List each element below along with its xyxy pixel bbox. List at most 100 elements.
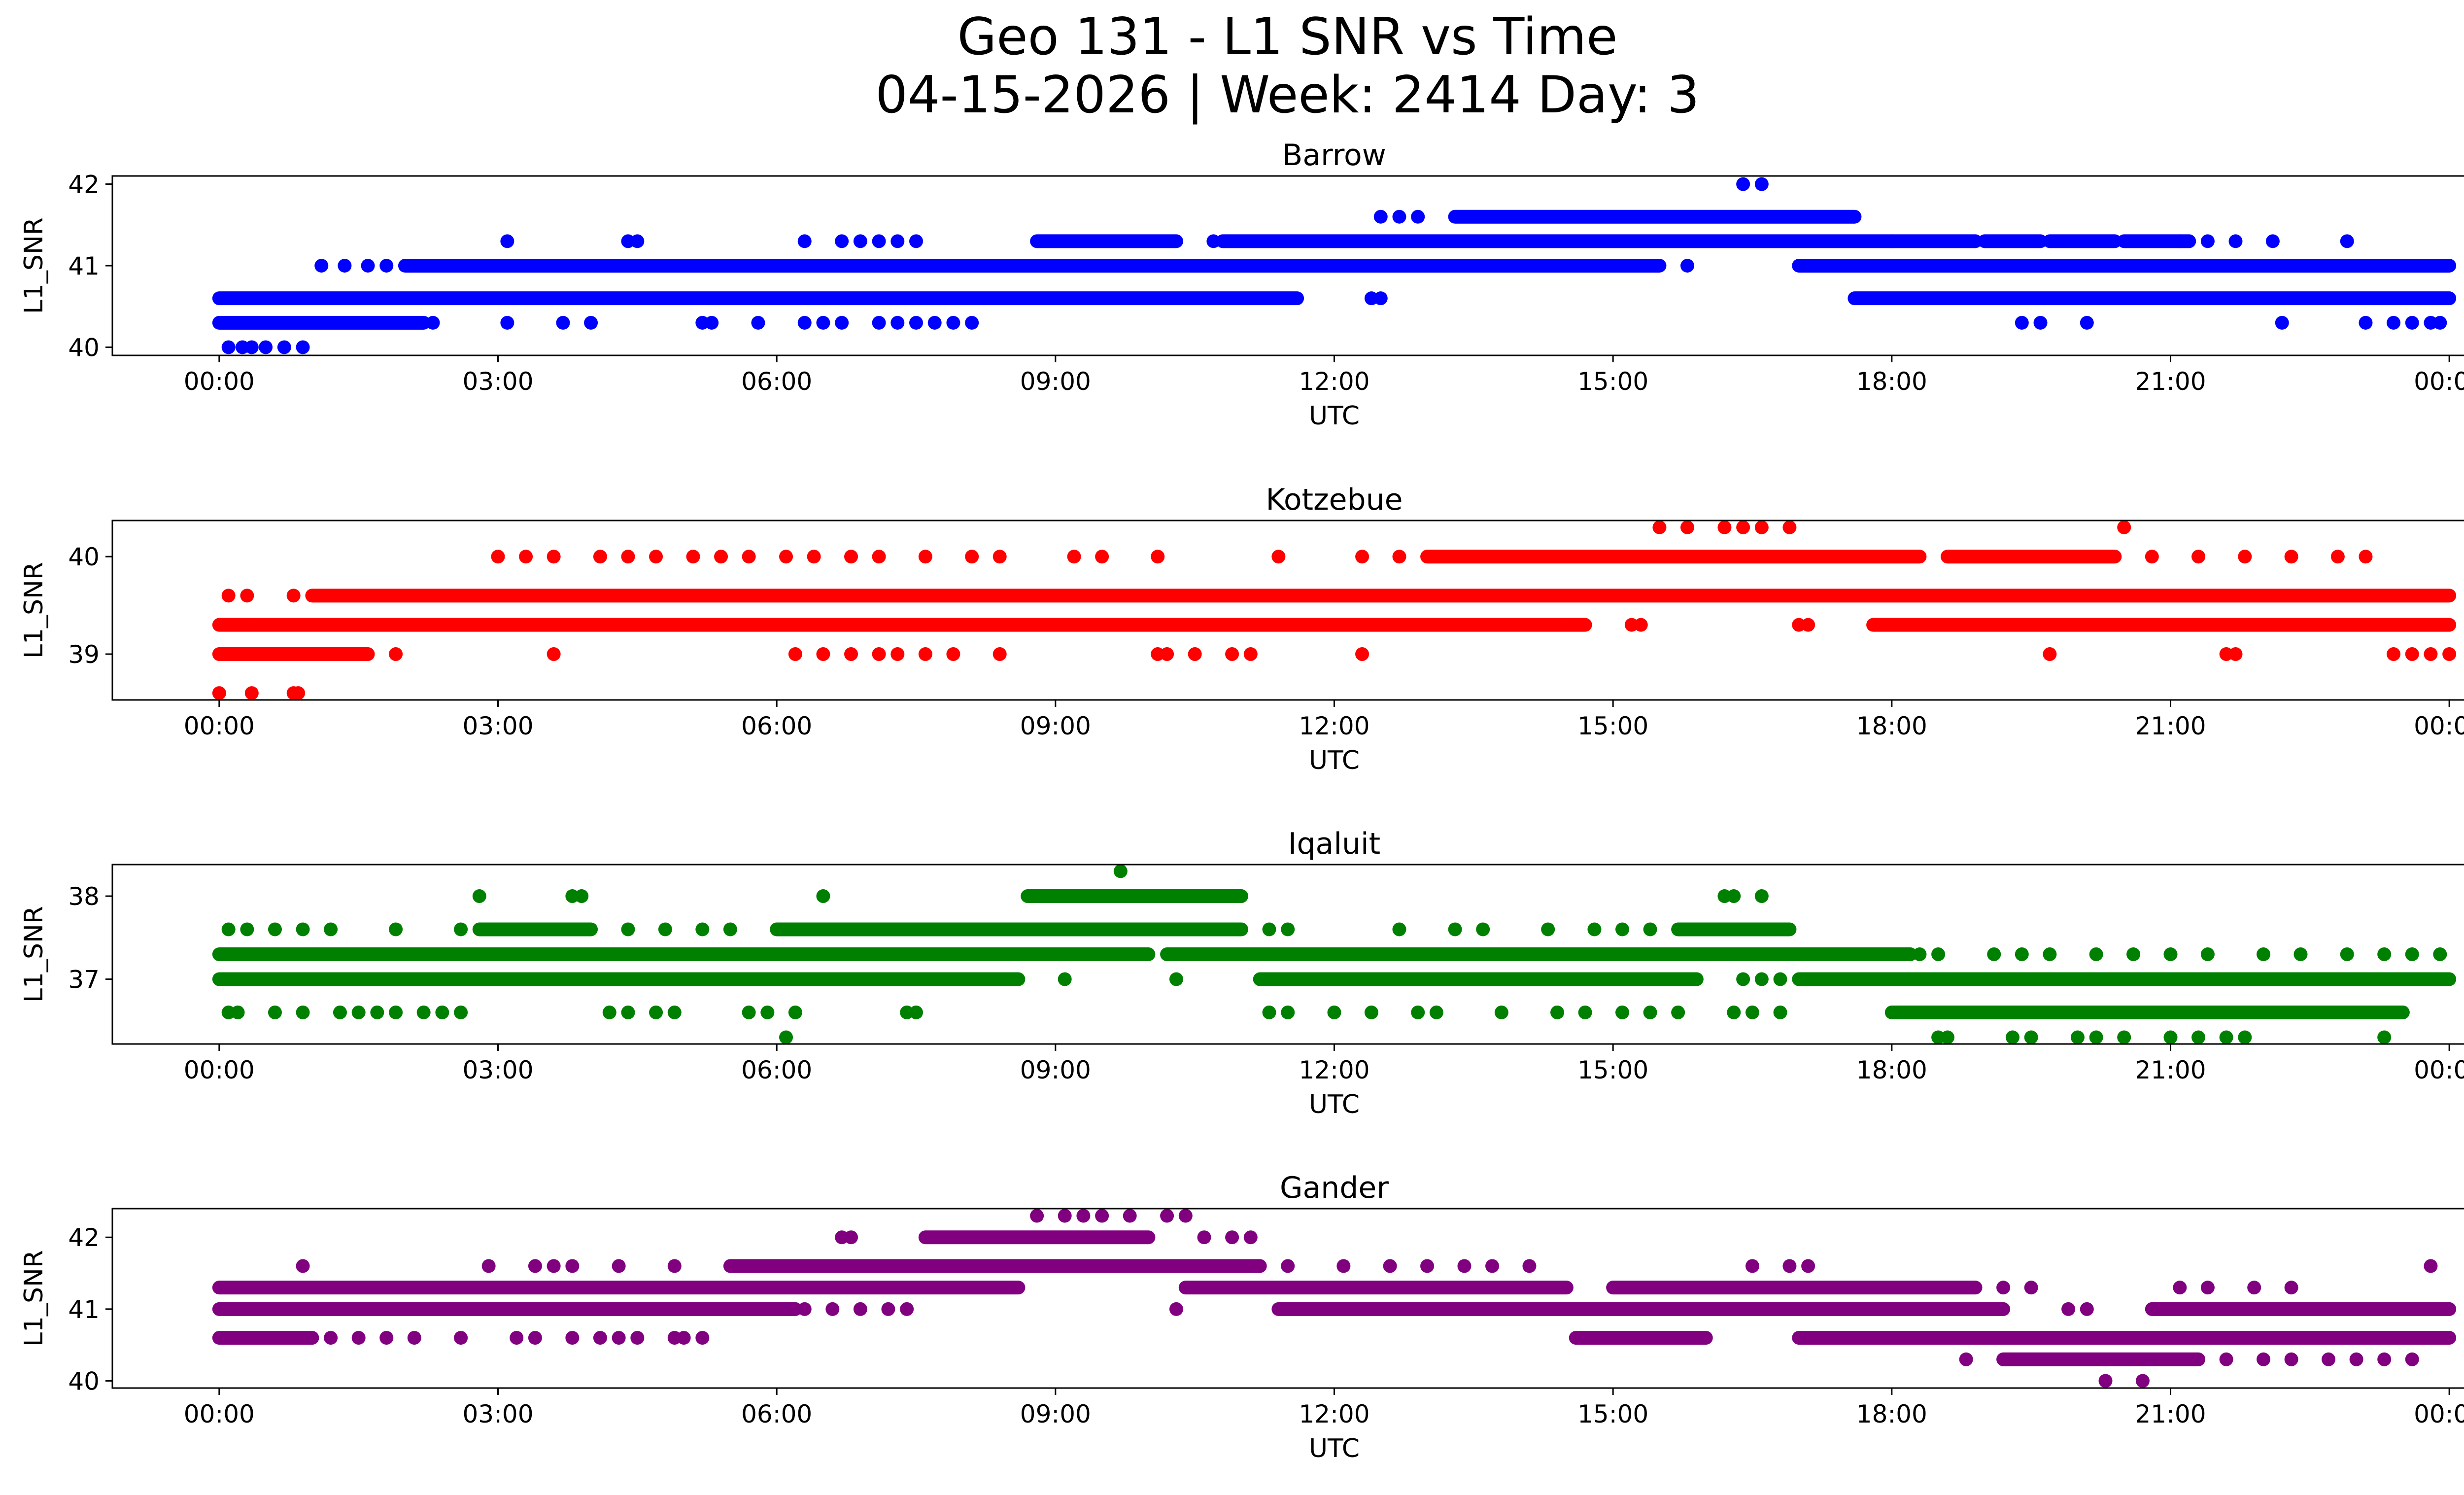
data-point-gander-11 — [630, 1331, 645, 1345]
data-point-iqaluit-17 — [788, 1005, 802, 1019]
data-band-gander-3-0 — [212, 1281, 1026, 1295]
data-point-kotzebue-22 — [1355, 647, 1369, 661]
data-point-iqaluit-95 — [2433, 947, 2447, 961]
data-point-kotzebue-59 — [1736, 520, 1750, 534]
x-tick-label-kotzebue-3: 09:00 — [1020, 712, 1091, 740]
data-point-iqaluit-3 — [296, 1005, 310, 1019]
data-point-iqaluit-90 — [2257, 947, 2271, 961]
data-point-kotzebue-33 — [593, 550, 607, 564]
data-point-kotzebue-27 — [2405, 647, 2419, 661]
data-point-kotzebue-53 — [1634, 618, 1648, 632]
data-band-gander-8-0 — [212, 1331, 319, 1345]
data-point-barrow-20 — [872, 315, 886, 330]
data-point-iqaluit-70 — [1476, 922, 1490, 937]
data-point-iqaluit-69 — [1448, 922, 1462, 937]
data-point-iqaluit-94 — [2405, 947, 2419, 961]
data-point-barrow-42 — [1643, 259, 1657, 273]
x-tick-label-barrow-0: 00:00 — [184, 367, 255, 396]
data-point-gander-23 — [825, 1302, 840, 1316]
data-point-kotzebue-34 — [621, 550, 635, 564]
data-band-kotzebue-4-0 — [1420, 550, 1927, 564]
data-point-barrow-2 — [244, 340, 259, 354]
x-tick-label-barrow-8: 00:00 — [2414, 367, 2464, 396]
data-point-iqaluit-88 — [2163, 947, 2178, 961]
data-point-gander-52 — [2024, 1281, 2038, 1295]
data-point-gander-26 — [900, 1302, 914, 1316]
data-point-barrow-19 — [835, 315, 849, 330]
x-tick-label-gander-8: 00:00 — [2414, 1400, 2464, 1428]
data-point-iqaluit-15 — [742, 1005, 756, 1019]
data-point-barrow-8 — [361, 259, 375, 273]
data-marks-barrow — [212, 177, 2457, 354]
data-point-gander-54 — [2080, 1302, 2094, 1316]
data-point-iqaluit-20 — [779, 1030, 793, 1044]
data-point-kotzebue-39 — [779, 550, 793, 564]
data-point-iqaluit-16 — [760, 1005, 775, 1019]
data-point-barrow-23 — [927, 315, 942, 330]
data-point-kotzebue-65 — [2238, 550, 2252, 564]
data-point-iqaluit-86 — [2089, 947, 2103, 961]
data-point-barrow-29 — [797, 234, 812, 248]
x-tick-label-gander-2: 06:00 — [741, 1400, 812, 1428]
data-band-iqaluit-1-0 — [212, 972, 1026, 986]
data-point-barrow-49 — [2275, 315, 2289, 330]
data-point-kotzebue-30 — [491, 550, 505, 564]
x-axis-label-iqaluit: UTC — [1309, 1090, 1360, 1119]
data-point-barrow-50 — [2359, 315, 2373, 330]
data-point-kotzebue-49 — [1271, 550, 1286, 564]
x-tick-label-barrow-5: 15:00 — [1577, 367, 1648, 396]
data-point-kotzebue-32 — [547, 550, 561, 564]
data-point-gander-10 — [612, 1331, 626, 1345]
data-band-gander-10-0 — [1792, 1331, 2457, 1345]
data-point-barrow-3 — [259, 340, 273, 354]
data-point-iqaluit-49 — [240, 922, 254, 937]
x-tick-label-gander-3: 09:00 — [1020, 1400, 1091, 1428]
data-point-iqaluit-85 — [2043, 947, 2057, 961]
data-point-barrow-24 — [946, 315, 960, 330]
x-tick-label-kotzebue-4: 12:00 — [1299, 712, 1369, 740]
data-point-barrow-6 — [314, 259, 329, 273]
data-point-gander-45 — [1485, 1259, 1500, 1273]
data-point-kotzebue-51 — [1392, 550, 1406, 564]
data-band-barrow-7-1 — [1978, 234, 2048, 248]
x-tick-label-barrow-3: 09:00 — [1020, 367, 1091, 396]
y-axis-label-gander: L1_SNR — [19, 1250, 49, 1347]
data-point-kotzebue-14 — [918, 647, 932, 661]
x-axis-label-barrow: UTC — [1309, 401, 1360, 431]
x-tick-label-kotzebue-8: 00:00 — [2414, 712, 2464, 740]
subplot-title-gander: Gander — [1280, 1171, 1389, 1205]
data-band-kotzebue-1-0 — [1866, 618, 2457, 632]
data-point-barrow-35 — [1206, 234, 1221, 248]
data-point-kotzebue-47 — [1095, 550, 1109, 564]
data-point-iqaluit-73 — [1615, 922, 1630, 937]
data-point-barrow-43 — [1680, 259, 1695, 273]
data-point-gander-7 — [528, 1331, 542, 1345]
data-point-iqaluit-74 — [1643, 922, 1657, 937]
data-point-gander-68 — [2433, 1331, 2447, 1345]
data-point-gander-32 — [1095, 1209, 1109, 1223]
data-point-barrow-21 — [890, 315, 905, 330]
data-point-iqaluit-28 — [1550, 1005, 1565, 1019]
data-point-kotzebue-50 — [1355, 550, 1369, 564]
data-point-kotzebue-13 — [890, 647, 905, 661]
data-point-iqaluit-45 — [2219, 1030, 2233, 1044]
x-axis-label-gander: UTC — [1309, 1434, 1360, 1463]
data-point-iqaluit-46 — [2238, 1030, 2252, 1044]
data-band-iqaluit-7-0 — [1671, 922, 1797, 937]
data-point-gander-69 — [2405, 1352, 2419, 1366]
data-point-iqaluit-12 — [621, 1005, 635, 1019]
y-tick-label-kotzebue-0: 39 — [68, 640, 100, 669]
data-point-barrow-34 — [909, 234, 924, 248]
data-point-iqaluit-10 — [454, 1005, 468, 1019]
data-point-gander-37 — [1225, 1230, 1239, 1245]
data-point-gander-66 — [2377, 1352, 2392, 1366]
data-point-gander-33 — [1123, 1209, 1137, 1223]
data-point-barrow-52 — [2405, 315, 2419, 330]
data-point-iqaluit-83 — [1987, 947, 2001, 961]
data-point-iqaluit-51 — [296, 922, 310, 937]
x-tick-label-iqaluit-0: 00:00 — [184, 1056, 255, 1084]
data-point-kotzebue-62 — [2117, 520, 2131, 534]
data-point-gander-22 — [797, 1302, 812, 1316]
data-point-barrow-10 — [426, 315, 440, 330]
